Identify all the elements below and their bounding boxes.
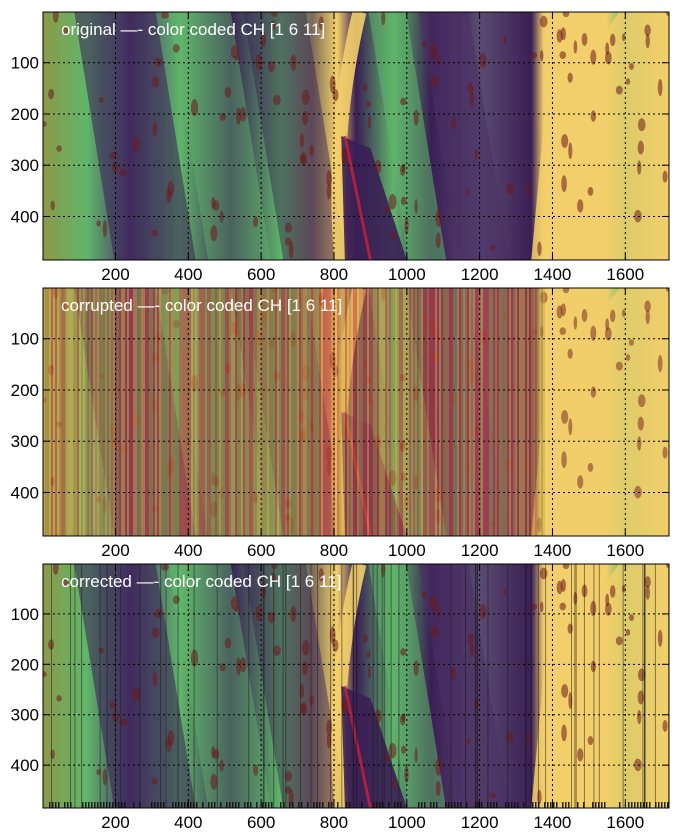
x-tick-label: 1000 — [388, 813, 426, 832]
x-tick-label: 800 — [320, 813, 348, 832]
x-tick-label: 1600 — [606, 265, 644, 280]
x-tick-label: 1000 — [388, 265, 426, 280]
panel-original: 100 200 300 400 200 400 600 800 1000 1200 1400 1600… — [0, 0, 677, 280]
x-tick-label: 1400 — [534, 813, 572, 832]
x-tick-label: 600 — [247, 541, 275, 556]
grid-lines — [43, 288, 669, 536]
panel-original-svg: 100 200 300 400 200 400 600 800 1000 1200 1400 1600… — [11, 11, 670, 280]
image-area — [43, 12, 669, 260]
x-tick-label: 1600 — [606, 813, 644, 832]
x-tick-label: 800 — [320, 265, 348, 280]
x-tick-label: 200 — [101, 265, 129, 280]
y-tick-label: 300 — [11, 156, 39, 175]
panel-corrupted: 100 200 300 400 200 400 600 800 1000 1200 1400 1600… — [0, 280, 677, 556]
x-tick-label: 400 — [174, 265, 202, 280]
y-tick-label: 300 — [11, 432, 39, 451]
image-area — [43, 564, 669, 808]
x-tick-label: 400 — [174, 813, 202, 832]
x-tick-label: 800 — [320, 541, 348, 556]
y-tick-label: 400 — [11, 483, 39, 502]
y-tick-label: 300 — [11, 706, 39, 725]
x-tick-label: 1200 — [461, 813, 499, 832]
axes-frame — [42, 287, 670, 537]
x-tick-label: 1400 — [534, 265, 572, 280]
axes-frame — [42, 563, 670, 809]
y-tick-label: 200 — [11, 381, 39, 400]
x-tick-label: 1200 — [461, 265, 499, 280]
x-tick-label: 200 — [101, 541, 129, 556]
y-tick-label: 400 — [11, 756, 39, 775]
grid-lines — [43, 564, 669, 808]
x-tick-label: 200 — [101, 813, 129, 832]
x-tick-label: 600 — [247, 813, 275, 832]
panel-corrected-svg: 100 200 300 400 200 400 600 800 1000 1200 1400 1600… — [11, 563, 670, 832]
panel-title: original —- color coded CH [1 6 11] — [61, 20, 325, 39]
y-tick-label: 400 — [11, 207, 39, 226]
y-tick-label: 100 — [11, 54, 39, 73]
x-tick-label: 600 — [247, 265, 275, 280]
y-tick-label: 200 — [11, 655, 39, 674]
y-tick-label: 200 — [11, 105, 39, 124]
x-tick-label: 400 — [174, 541, 202, 556]
y-tick-label: 100 — [11, 330, 39, 349]
panel-title: corrected —- color coded CH [1 6 11] — [61, 572, 341, 591]
x-tick-label: 1400 — [534, 541, 572, 556]
panel-corrected: 100 200 300 400 200 400 600 800 1000 1200 1400 1600… — [0, 556, 677, 837]
x-tick-label: 1200 — [461, 541, 499, 556]
x-tick-label: 1600 — [606, 541, 644, 556]
x-tick-label: 1000 — [388, 541, 426, 556]
image-area — [43, 288, 669, 536]
panel-corrupted-svg: 100 200 300 400 200 400 600 800 1000 1200 1400 1600… — [11, 287, 670, 556]
panel-title: corrupted —- color coded CH [1 6 11] — [61, 296, 342, 315]
grid-lines — [43, 12, 669, 260]
y-tick-label: 100 — [11, 605, 39, 624]
axes-frame — [42, 11, 670, 261]
